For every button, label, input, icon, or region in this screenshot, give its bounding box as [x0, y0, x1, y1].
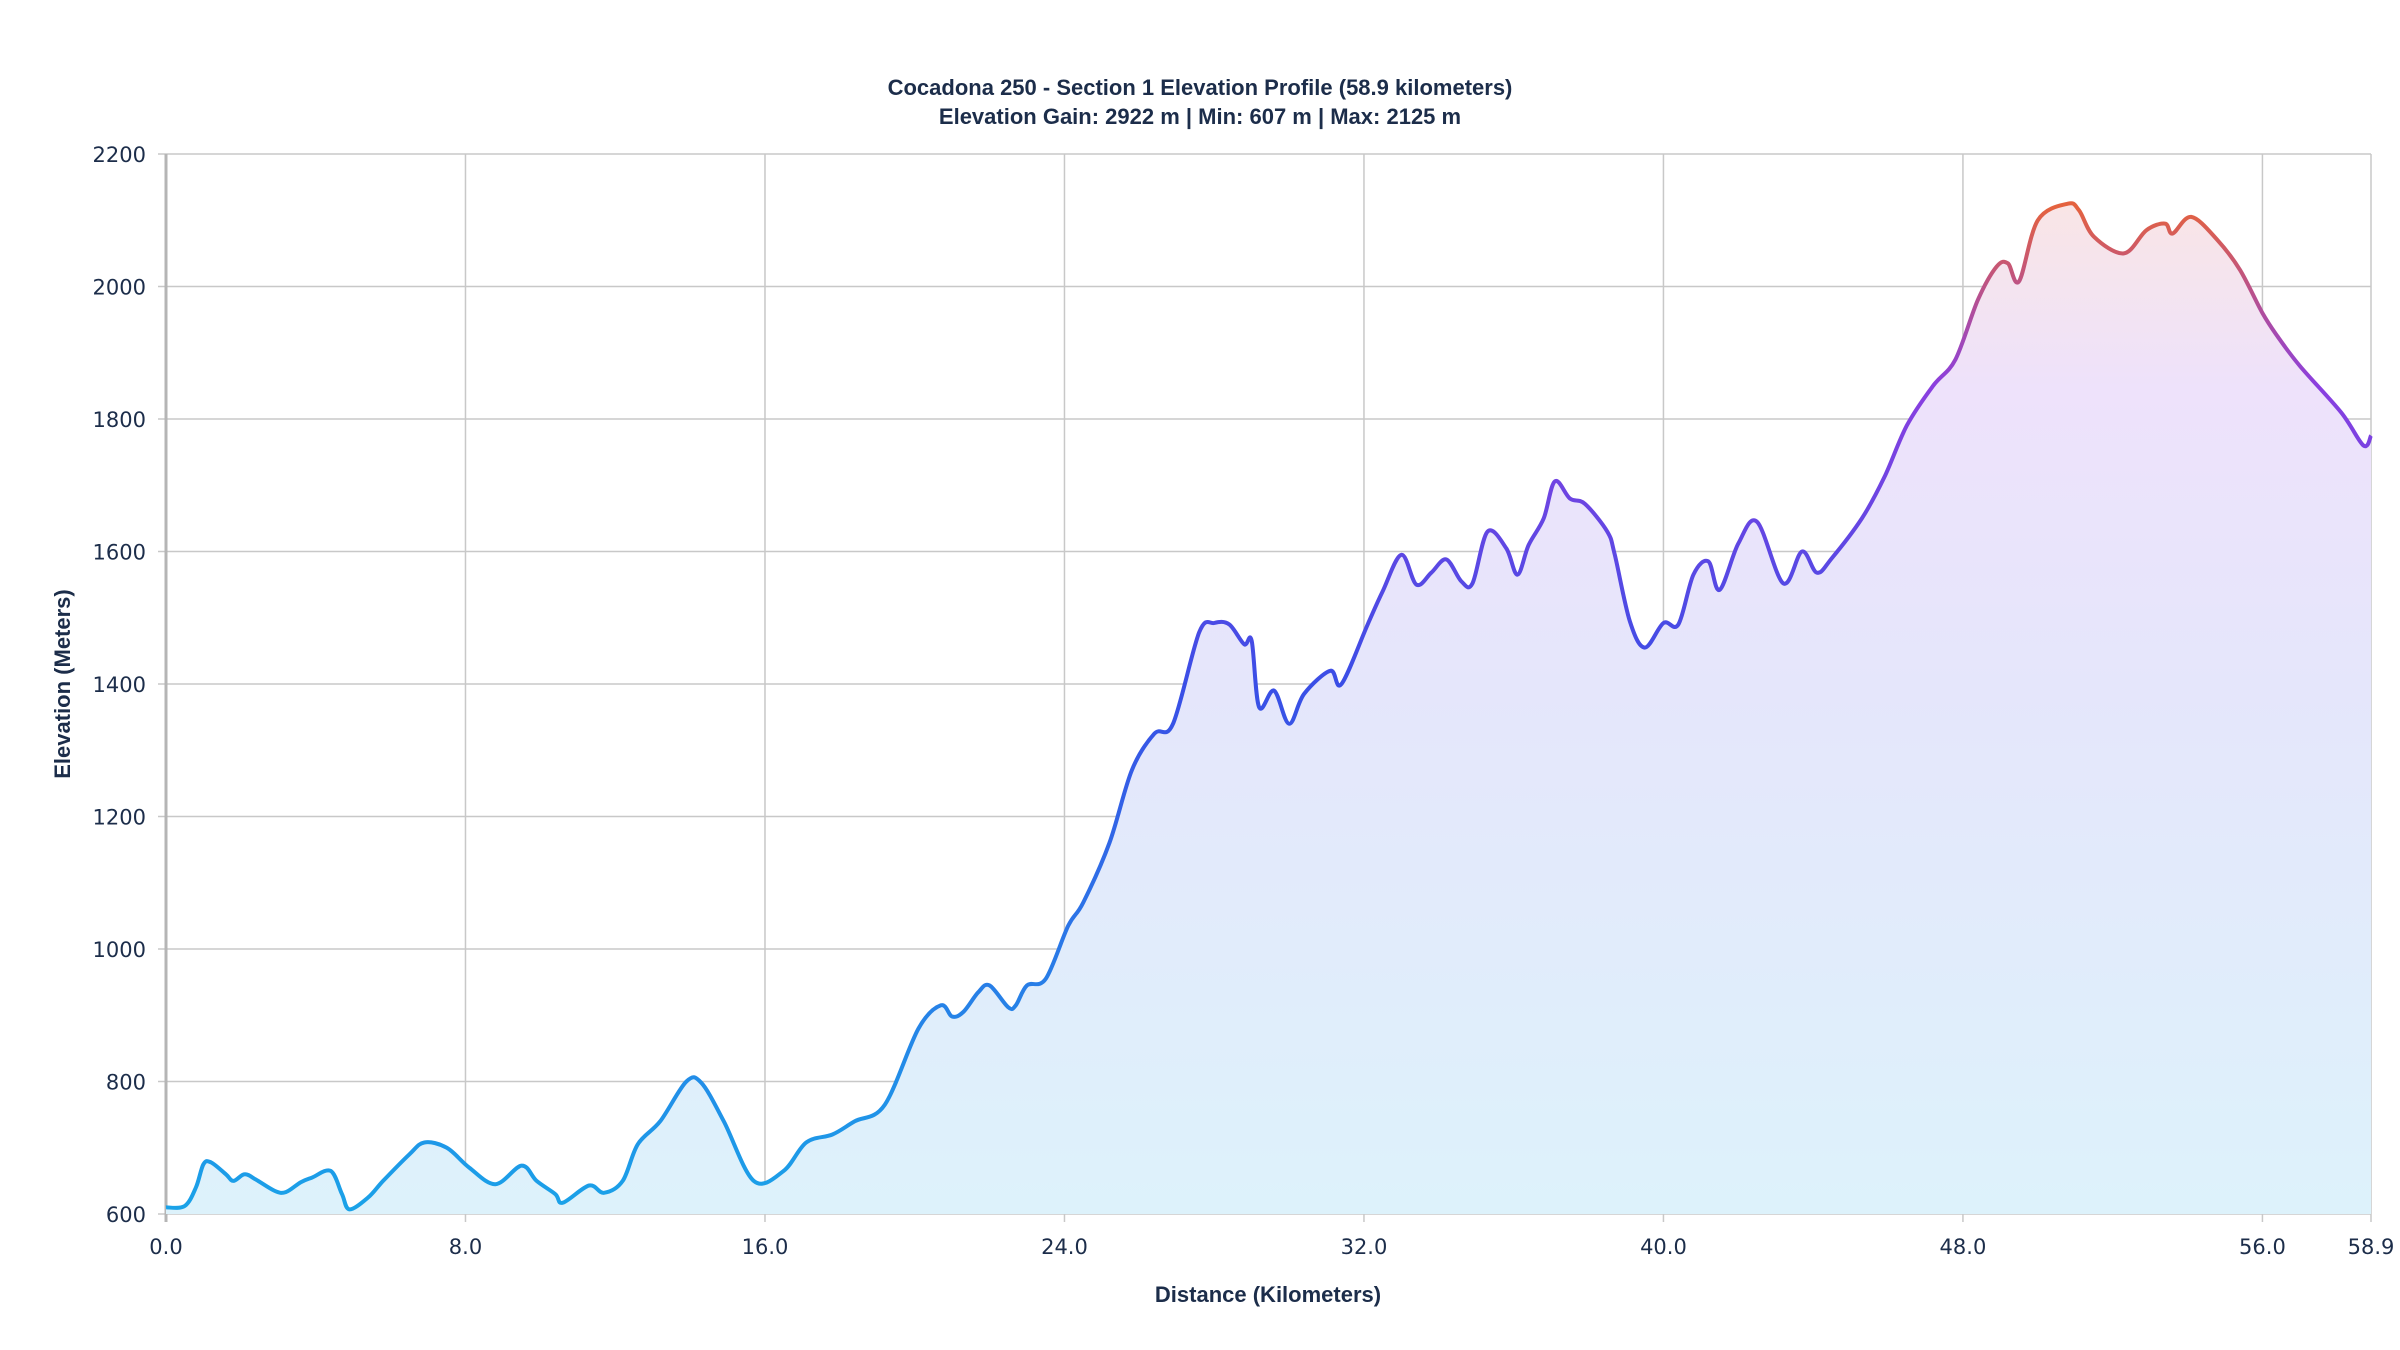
y-tick-label: 1800: [93, 408, 146, 432]
x-tick-label: 32.0: [1341, 1235, 1388, 1259]
elevation-area: [166, 203, 2371, 1215]
axis-ticks: 600 800 1000 1200 1400 1600 1800 2000 2200 0.0 8.0…: [93, 143, 2395, 1259]
x-tick-label: 56.0: [2239, 1235, 2286, 1259]
x-tick-label: 8.0: [449, 1235, 482, 1259]
y-tick-label: 600: [106, 1203, 146, 1227]
x-tick-label: 40.0: [1640, 1235, 1687, 1259]
y-tick-label: 2000: [93, 276, 146, 300]
y-tick-label: 1400: [93, 673, 146, 697]
chart-subtitle: Elevation Gain: 2922 m | Min: 607 m | Ma…: [939, 104, 1461, 129]
x-tick-label: 16.0: [742, 1235, 789, 1259]
y-tick-label: 800: [106, 1071, 146, 1095]
y-tick-label: 1600: [93, 541, 146, 565]
y-axis-label: Elevation (Meters): [50, 589, 75, 779]
x-tick-label: 0.0: [149, 1235, 182, 1259]
x-axis-label: Distance (Kilometers): [1155, 1282, 1381, 1307]
elevation-line: [165, 201, 2373, 1212]
y-tick-label: 2200: [93, 143, 146, 167]
x-tick-label: 24.0: [1041, 1235, 1088, 1259]
x-tick-label: 58.9: [2348, 1235, 2395, 1259]
x-tick-label: 48.0: [1940, 1235, 1987, 1259]
chart-title: Cocadona 250 - Section 1 Elevation Profi…: [888, 75, 1513, 100]
y-tick-label: 1000: [93, 938, 146, 962]
y-tick-label: 1200: [93, 806, 146, 830]
